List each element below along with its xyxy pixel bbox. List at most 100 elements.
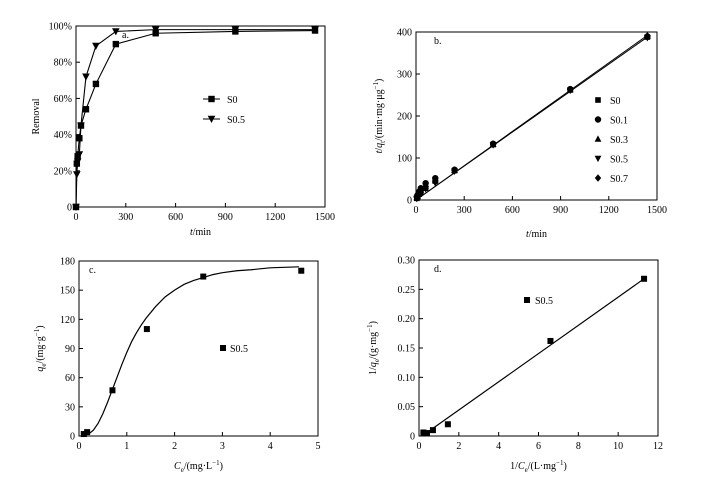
x-axis-label: Ce/(mg·L−1) [174, 459, 223, 474]
label-part: /(mg·g [35, 336, 46, 363]
data-point-S0.7 [417, 186, 425, 195]
label-part: −1 [556, 459, 564, 467]
legend-marker [594, 116, 602, 123]
plot-frame [78, 260, 319, 437]
label-part: −1 [366, 324, 374, 332]
x-tick-label: 8 [576, 441, 581, 452]
data-point-S0.5 [231, 26, 240, 34]
x-axis-label: t/min [190, 227, 211, 238]
data-point-S0 [92, 80, 100, 88]
data-point-S0.7 [567, 86, 574, 94]
label-part: /min [193, 227, 211, 238]
legend-label: S0.5 [610, 155, 628, 166]
data-point-S0.5 [77, 122, 85, 130]
label-part: t [374, 150, 385, 153]
legend-label: S0 [227, 95, 238, 106]
label-part: /(g·mg [368, 332, 379, 359]
data-point-S0 [74, 153, 81, 160]
fit-line [422, 278, 645, 436]
x-tick-label: 600 [168, 212, 183, 223]
data-point-S0.7 [422, 182, 429, 191]
data-point-S0.5 [109, 387, 116, 394]
x-tick-label: 900 [218, 212, 233, 223]
label-part: C [174, 461, 181, 472]
y-tick-label: 0 [70, 432, 75, 443]
y-axis-label: qe/(mg·g−1) [33, 325, 48, 371]
legend-label: S0.5 [535, 296, 553, 307]
label-part: 1/ [510, 461, 518, 472]
x-tick-label: 300 [457, 205, 472, 216]
x-tick-label: 300 [118, 212, 133, 223]
x-tick-label: 2 [172, 441, 177, 452]
chart-panel-c: 0 1 2 3 4 50306090120150180c.S0.5Ce/(mg·L−1)q… [33, 257, 321, 475]
data-point-S0.7 [451, 166, 458, 175]
y-tick-label: 0 [67, 203, 72, 214]
y-tick-label: 400 [397, 28, 412, 39]
legend-marker [208, 95, 215, 103]
label-part: / [374, 148, 385, 151]
plot-frame [418, 259, 659, 437]
x-tick-label: 900 [553, 205, 568, 216]
label-part: t [526, 229, 529, 240]
data-point-S0.5 [75, 151, 84, 159]
y-axis-label: t/qt/(min·mg·μg−1) [372, 79, 387, 154]
y-tick-label: 180 [60, 257, 75, 268]
data-point-S0 [112, 40, 120, 48]
data-point-S0.5 [84, 429, 91, 436]
x-tick-label: 0 [77, 441, 82, 452]
x-tick-label: 1 [124, 441, 129, 452]
y-tick-label: 0.15 [398, 344, 416, 355]
x-tick-label: 0 [74, 212, 79, 223]
label-part: /(L·mg [528, 461, 556, 472]
data-point-S0.5 [298, 267, 305, 274]
y-tick-label: 0 [410, 432, 415, 443]
label-part: e [525, 466, 528, 474]
label-part: ) [564, 461, 567, 472]
chart-panel-b: 0 300 600 900 1200 15000100200300400b.t/mint/… [372, 28, 667, 241]
label-part: q [35, 367, 46, 372]
label-part: /(mg·L [184, 461, 212, 472]
panel-label: b. [434, 36, 442, 47]
data-point-S0.5 [80, 431, 87, 438]
y-tick-label: 0.25 [398, 285, 416, 296]
data-point-S0.5 [429, 427, 436, 434]
data-point-S0.5 [143, 326, 150, 333]
legend-marker [594, 155, 602, 163]
label-part: −1 [212, 459, 220, 467]
series-line-S0 [75, 29, 316, 208]
y-tick-label: 60 [65, 373, 75, 384]
label-part: −1 [372, 81, 380, 89]
chart-panel-d: 0 2 4 6 8 10 12 0 0.05 0.10 0.15 0.20 0.25 0.30 d. S0.5… [366, 256, 663, 475]
legend-label: S0.5 [230, 344, 248, 355]
y-tick-label: 100% [49, 22, 72, 33]
legend-label: S0.5 [227, 115, 245, 126]
legend-marker [594, 135, 602, 142]
y-tick-label: 60% [54, 94, 72, 105]
fit-curve [81, 266, 299, 437]
y-tick-label: 100 [397, 154, 412, 165]
legend-marker [220, 345, 226, 351]
data-point-S0.5 [151, 26, 160, 34]
data-point-S0.5 [420, 429, 427, 436]
data-point-S0.5 [112, 28, 120, 36]
x-tick-label: 1200 [265, 212, 285, 223]
label-part: ) [374, 79, 385, 82]
x-tick-label: 1500 [315, 212, 335, 223]
label-part: C [518, 461, 525, 472]
legend-label: S0.1 [610, 116, 628, 127]
plot-frame [75, 25, 326, 208]
data-point-S0.5 [641, 275, 648, 282]
data-point-S0.5 [423, 430, 430, 437]
data-point-S0.5 [72, 203, 80, 211]
x-tick-label: 5 [316, 441, 321, 452]
x-tick-label: 0 [417, 441, 422, 452]
x-tick-label: 1500 [647, 205, 667, 216]
y-tick-label: 0 [407, 196, 412, 207]
data-point-S0.5 [82, 73, 90, 81]
y-tick-label: 0.30 [398, 256, 416, 267]
x-tick-label: 0 [414, 205, 419, 216]
data-point-S0.7 [432, 177, 439, 186]
x-axis-label: 1/Ce/(L·mg−1) [510, 459, 567, 474]
x-tick-label: 10 [613, 441, 623, 452]
